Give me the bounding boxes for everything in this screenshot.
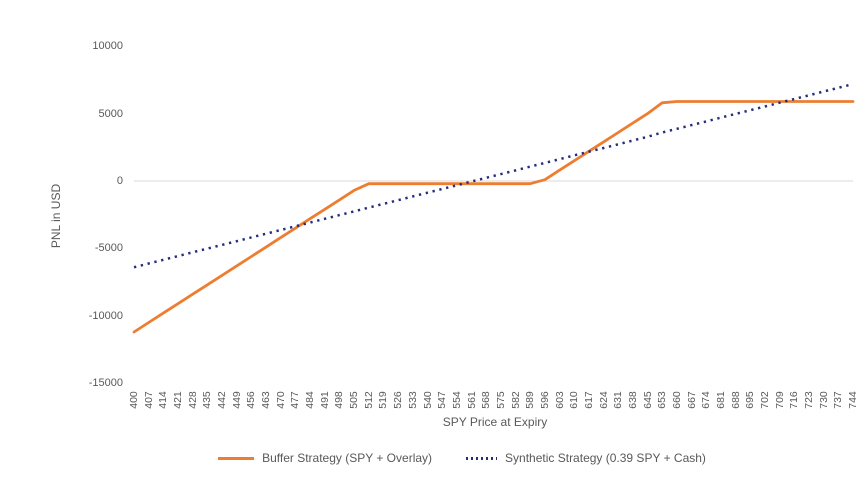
- x-tick-label: 491: [318, 391, 331, 409]
- x-tick-label: 624: [597, 391, 610, 409]
- x-tick-label: 681: [714, 391, 727, 409]
- x-tick-label: 554: [450, 391, 463, 409]
- x-tick-label: 547: [436, 391, 449, 409]
- x-tick-label: 737: [832, 391, 845, 409]
- x-tick-label: 631: [612, 391, 625, 409]
- x-tick-label: 526: [392, 391, 405, 409]
- legend-item-synthetic[interactable]: Synthetic Strategy (0.39 SPY + Cash): [466, 451, 706, 465]
- x-tick-label: 610: [568, 391, 581, 409]
- x-tick-label: 596: [538, 391, 551, 409]
- legend-item-buffer[interactable]: Buffer Strategy (SPY + Overlay): [218, 451, 432, 465]
- x-tick-label: 400: [128, 391, 140, 409]
- x-tick-label: 568: [480, 391, 493, 409]
- x-tick-label: 477: [289, 391, 302, 409]
- x-tick-label: 421: [172, 391, 184, 409]
- x-tick-label: 603: [553, 391, 566, 409]
- x-tick-label: 638: [626, 391, 639, 409]
- x-tick-label: 723: [803, 391, 815, 409]
- y-tick-label: 10000: [92, 40, 123, 53]
- x-tick-label: 645: [641, 391, 654, 409]
- x-tick-label: 519: [377, 391, 390, 409]
- x-tick-label: 498: [333, 391, 346, 409]
- x-tick-label: 575: [494, 391, 507, 409]
- synthetic-line-swatch: [466, 456, 498, 460]
- x-tick-label: 456: [245, 391, 258, 409]
- x-tick-label: 709: [773, 391, 786, 409]
- x-tick-label: 653: [656, 391, 669, 409]
- x-tick-label: 582: [509, 391, 522, 409]
- x-tick-label: 695: [744, 391, 757, 409]
- x-tick-label: 533: [406, 391, 419, 409]
- x-tick-label: 435: [201, 391, 214, 409]
- x-tick-label: 463: [260, 391, 273, 409]
- x-tick-label: 730: [817, 391, 830, 409]
- buffer-strategy-line: [132, 100, 855, 334]
- y-tick-label: 0: [116, 175, 123, 187]
- x-tick-label: 470: [274, 391, 287, 409]
- x-tick-label: 561: [465, 391, 478, 409]
- legend: Buffer Strategy (SPY + Overlay) Syntheti…: [60, 449, 864, 467]
- x-axis-title: SPY Price at Expiry: [442, 415, 548, 429]
- y-tick-label: -15000: [88, 377, 123, 390]
- x-tick-label: 540: [421, 391, 434, 409]
- x-tick-label: 744: [847, 391, 859, 409]
- y-axis-title: PNL in USD: [49, 183, 63, 249]
- x-tick-label: 617: [582, 391, 595, 409]
- x-tick-label: 442: [216, 391, 228, 409]
- x-tick-label: 674: [700, 391, 713, 409]
- x-tick-label: 428: [186, 391, 199, 409]
- y-tick-label: -10000: [88, 309, 123, 322]
- buffer-line-swatch: [218, 456, 255, 460]
- x-tick-label: 484: [304, 391, 317, 409]
- x-tick-label: 505: [348, 391, 361, 409]
- x-tick-label: 667: [685, 391, 698, 409]
- x-tick-label: 702: [759, 391, 771, 409]
- y-tick-label: -5000: [94, 242, 123, 255]
- x-tick-label: 449: [230, 391, 243, 409]
- y-tick-label: 5000: [98, 107, 123, 120]
- x-tick-label: 660: [670, 391, 683, 409]
- x-tick-label: 512: [362, 391, 375, 409]
- x-tick-label: 688: [729, 391, 742, 409]
- legend-label-synthetic: Synthetic Strategy (0.39 SPY + Cash): [505, 451, 706, 465]
- legend-label-buffer: Buffer Strategy (SPY + Overlay): [262, 451, 433, 465]
- x-tick-label: 589: [524, 391, 537, 409]
- x-tick-label: 716: [788, 391, 801, 409]
- x-tick-label: 414: [157, 391, 170, 409]
- synthetic-strategy-line: [133, 82, 854, 269]
- x-tick-label: 407: [142, 391, 155, 409]
